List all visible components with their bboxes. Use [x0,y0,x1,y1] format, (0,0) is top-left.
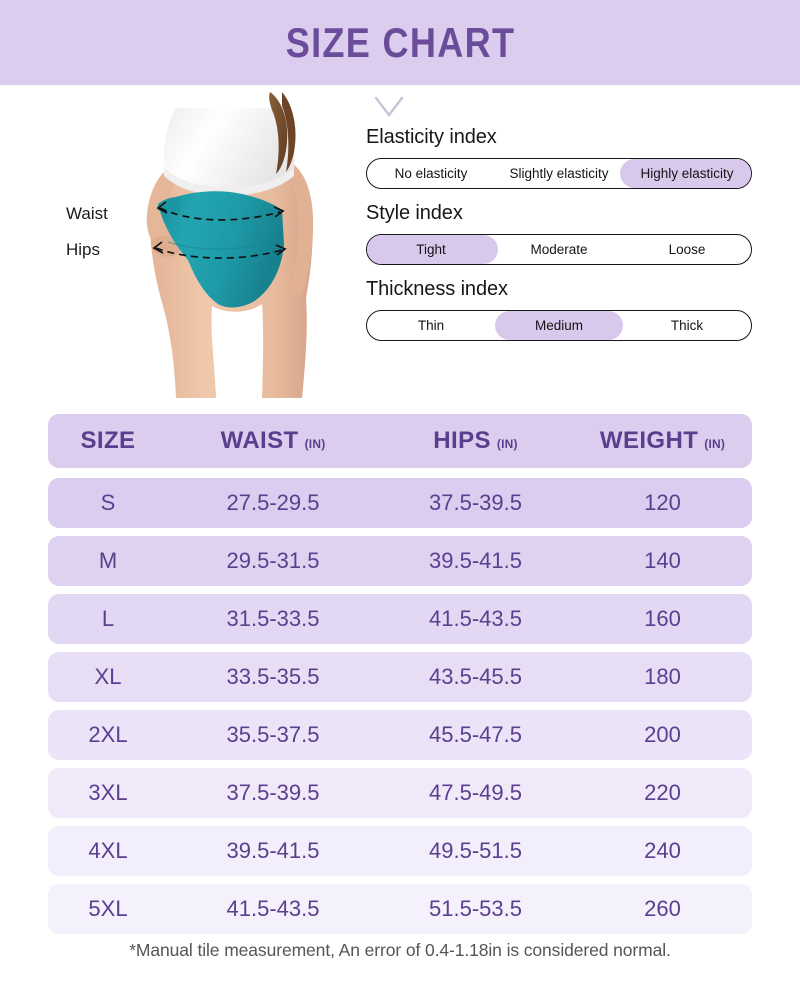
thickness-index-track[interactable]: Thin Medium Thick [366,310,752,341]
cell-weight: 120 [644,490,681,515]
column-header-hips-label: HIPS [433,427,491,454]
elasticity-index-title: Elasticity index [366,126,497,148]
elasticity-index-group: Elasticity index No elasticity Slightly … [366,126,756,189]
page-title: SIZE CHART [285,18,515,66]
column-header-weight: WEIGHT (IN) [573,427,752,455]
column-header-weight-label: WEIGHT [599,427,699,454]
style-option-tight[interactable]: Tight [416,242,446,257]
index-panel: Elasticity index No elasticity Slightly … [366,96,756,354]
cell-waist: 39.5-41.5 [226,838,320,863]
cell-waist: 35.5-37.5 [226,722,320,747]
style-option-loose[interactable]: Loose [668,242,706,257]
column-header-size: SIZE [48,427,168,455]
column-header-size-label: SIZE [80,427,136,454]
cell-hips: 51.5-53.5 [429,896,522,921]
table-row: 2XL 35.5-37.5 45.5-47.5 200 [48,710,752,760]
page-header-banner: SIZE CHART [0,0,800,85]
table-header-row: SIZE WAIST (IN) HIPS (IN) WEIGHT (IN) [48,414,752,468]
size-table: SIZE WAIST (IN) HIPS (IN) WEIGHT (IN) S 2… [48,414,752,942]
cell-weight: 160 [644,606,681,631]
cell-hips: 39.5-41.5 [429,548,522,573]
cell-waist: 31.5-33.5 [226,606,320,631]
cell-waist: 27.5-29.5 [226,490,320,515]
elasticity-index-highlight [619,159,751,188]
style-option-moderate[interactable]: Moderate [530,242,588,257]
style-index-group: Style index Tight Moderate Loose [366,202,756,265]
chevron-down-icon [372,94,406,120]
measurement-footnote: *Manual tile measurement, An error of 0.… [129,940,671,960]
cell-hips: 47.5-49.5 [429,780,522,805]
cell-waist: 33.5-35.5 [226,664,320,689]
column-header-hips-unit: (IN) [496,437,518,451]
cell-size: 5XL [88,896,128,921]
thickness-index-title: Thickness index [366,278,508,300]
elasticity-option-slightly[interactable]: Slightly elasticity [509,166,609,181]
elasticity-index-track[interactable]: No elasticity Slightly elasticity Highly… [366,158,752,189]
cell-hips: 41.5-43.5 [429,606,522,631]
thickness-index-highlight [494,311,624,340]
elasticity-option-highly[interactable]: Highly elasticity [640,166,734,181]
cell-size: 3XL [88,780,128,805]
table-row: 3XL 37.5-39.5 47.5-49.5 220 [48,768,752,818]
model-photo [130,92,330,398]
column-header-waist: WAIST (IN) [168,427,378,455]
cell-weight: 180 [644,664,681,689]
thickness-index-group: Thickness index Thin Medium Thick [366,278,756,341]
cell-size: M [98,548,118,573]
cell-waist: 41.5-43.5 [226,896,320,921]
cell-size: XL [94,664,122,689]
waist-measurement-label: Waist [66,204,108,223]
column-header-weight-unit: (IN) [704,437,726,451]
table-body: S 27.5-29.5 37.5-39.5 120 M 29.5-31.5 39.5-41.… [48,478,752,934]
column-header-hips: HIPS (IN) [378,427,573,455]
table-row: S 27.5-29.5 37.5-39.5 120 [48,478,752,528]
hips-measurement-label: Hips [66,240,101,259]
thickness-option-medium[interactable]: Medium [534,318,583,333]
cell-hips: 43.5-45.5 [429,664,522,689]
table-row: M 29.5-31.5 39.5-41.5 140 [48,536,752,586]
style-index-title: Style index [366,202,463,224]
cell-hips: 49.5-51.5 [429,838,522,863]
cell-waist: 29.5-31.5 [226,548,320,573]
cell-size: L [101,606,115,631]
thickness-option-thick[interactable]: Thick [670,318,704,333]
column-header-waist-unit: (IN) [304,437,326,451]
style-index-track[interactable]: Tight Moderate Loose [366,234,752,265]
cell-weight: 200 [644,722,681,747]
cell-size: 2XL [88,722,128,747]
cell-hips: 37.5-39.5 [429,490,522,515]
cell-weight: 240 [644,838,681,863]
cell-weight: 140 [644,548,681,573]
cell-weight: 260 [644,896,681,921]
cell-waist: 37.5-39.5 [226,780,320,805]
cell-size: S [100,490,116,515]
style-index-highlight [367,235,499,264]
product-photo-block: Waist Hips [18,92,354,402]
table-row: XL 33.5-35.5 43.5-45.5 180 [48,652,752,702]
cell-hips: 45.5-47.5 [429,722,522,747]
table-row: 4XL 39.5-41.5 49.5-51.5 240 [48,826,752,876]
elasticity-option-no[interactable]: No elasticity [394,166,468,181]
table-row: L 31.5-33.5 41.5-43.5 160 [48,594,752,644]
thickness-option-thin[interactable]: Thin [417,318,445,333]
table-row: 5XL 41.5-43.5 51.5-53.5 260 [48,884,752,934]
cell-size: 4XL [88,838,128,863]
cell-weight: 220 [644,780,681,805]
column-header-waist-label: WAIST [220,427,299,454]
